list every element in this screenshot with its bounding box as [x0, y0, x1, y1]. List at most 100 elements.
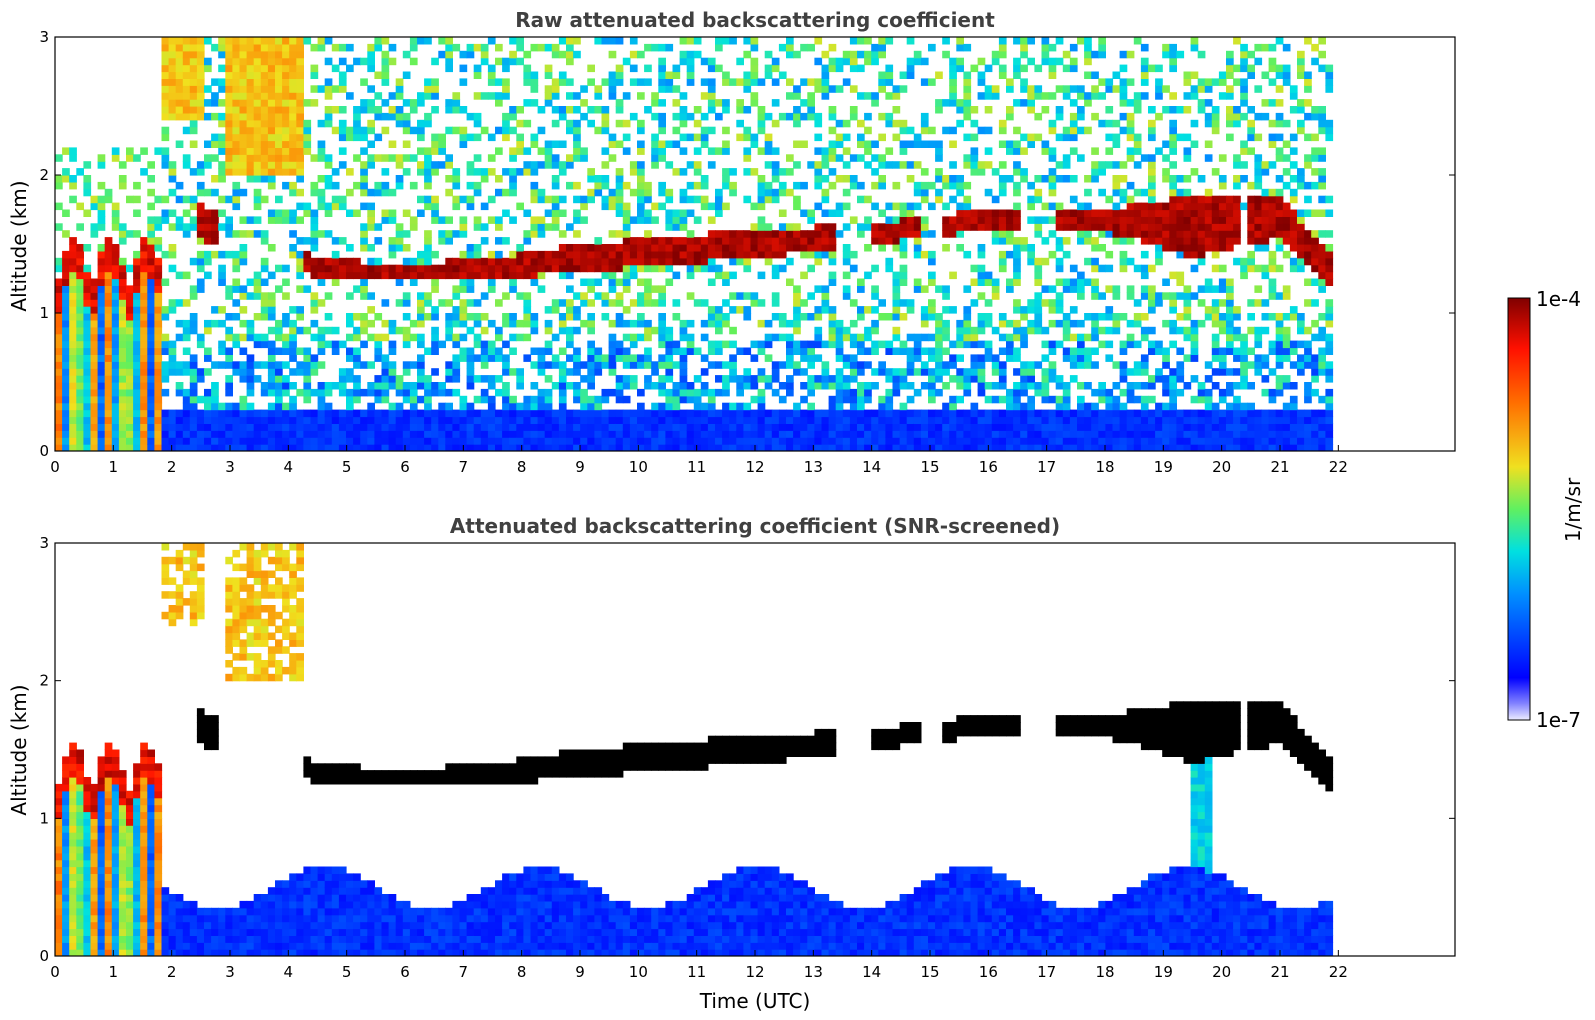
heatmap-cell	[118, 423, 127, 431]
heatmap-cell	[686, 333, 695, 342]
heatmap-cell	[963, 106, 972, 114]
heatmap-cell	[729, 416, 737, 424]
heatmap-cell	[998, 375, 1007, 383]
heatmap-cell	[346, 257, 354, 266]
heatmap-cell	[707, 147, 716, 155]
heatmap-cell	[892, 278, 901, 286]
heatmap-cell	[857, 388, 865, 397]
heatmap-cell	[551, 409, 560, 418]
heatmap-cell	[594, 85, 603, 93]
heatmap-cell	[55, 340, 63, 349]
heatmap-cell	[849, 50, 858, 59]
heatmap-cell	[935, 437, 943, 445]
heatmap-cell	[424, 119, 432, 128]
heatmap-cell	[984, 92, 993, 100]
heatmap-cell	[189, 368, 198, 376]
heatmap-cell	[750, 140, 759, 148]
heatmap-cell	[90, 223, 99, 231]
heatmap-cell	[480, 168, 489, 176]
heatmap-cell	[487, 395, 496, 404]
heatmap-cell	[821, 437, 830, 445]
heatmap-cell	[189, 416, 198, 424]
heatmap-cell	[679, 209, 688, 217]
heatmap-cell	[729, 257, 737, 266]
heatmap-cell	[573, 140, 581, 148]
heatmap-cell	[942, 306, 950, 314]
heatmap-cell	[963, 388, 972, 397]
heatmap-cell	[402, 444, 411, 451]
heatmap-cell	[331, 340, 340, 349]
heatmap-cell	[445, 416, 453, 424]
heatmap-cell	[913, 223, 922, 231]
heatmap-cell	[509, 444, 517, 451]
heatmap-cell	[707, 237, 716, 245]
heatmap-cell	[864, 423, 872, 431]
heatmap-cell	[296, 99, 304, 107]
heatmap-cell	[1055, 340, 1064, 349]
heatmap-cell	[1034, 188, 1043, 197]
heatmap-cell	[424, 250, 432, 259]
heatmap-cell	[239, 154, 248, 162]
heatmap-cell	[814, 223, 823, 231]
heatmap-cell	[736, 430, 744, 438]
heatmap-cell	[97, 326, 106, 335]
heatmap-cell	[1034, 230, 1043, 238]
heatmap-cell	[452, 319, 461, 328]
heatmap-cell	[147, 423, 155, 431]
heatmap-cell	[842, 147, 851, 155]
heatmap-cell	[388, 92, 397, 100]
heatmap-cell	[140, 326, 148, 335]
heatmap-cell	[495, 444, 503, 451]
heatmap-cell	[126, 299, 134, 307]
heatmap-cell	[182, 423, 191, 431]
heatmap-cell	[771, 161, 780, 169]
heatmap-cell	[83, 264, 92, 273]
heatmap-cell	[1119, 313, 1128, 321]
heatmap-cell	[651, 257, 659, 266]
heatmap-cell	[338, 57, 347, 66]
heatmap-cell	[1013, 326, 1021, 335]
heatmap-cell	[970, 409, 979, 418]
heatmap-cell	[722, 402, 730, 411]
heatmap-cell	[998, 175, 1007, 183]
heatmap-cell	[885, 71, 894, 79]
heatmap-cell	[651, 285, 659, 293]
heatmap-cell	[573, 216, 581, 224]
heatmap-cell	[615, 430, 624, 438]
heatmap-cell	[1084, 333, 1092, 342]
heatmap-cell	[551, 333, 560, 342]
heatmap-cell	[1062, 92, 1071, 100]
heatmap-cell	[487, 37, 496, 45]
heatmap-cell	[1091, 416, 1099, 424]
heatmap-cell	[1069, 409, 1078, 418]
heatmap-cell	[69, 278, 77, 286]
heatmap-cell	[963, 326, 972, 335]
heatmap-cell	[473, 133, 482, 142]
heatmap-cell	[246, 382, 255, 390]
heatmap-cell	[842, 202, 851, 211]
heatmap-cell	[928, 409, 936, 418]
heatmap-cell	[459, 64, 468, 73]
heatmap-cell	[246, 319, 255, 328]
heatmap-cell	[743, 437, 752, 445]
heatmap-cell	[608, 154, 617, 162]
heatmap-cell	[821, 92, 830, 100]
heatmap-cell	[949, 340, 957, 349]
heatmap-cell	[537, 402, 546, 411]
heatmap-cell	[750, 354, 759, 362]
heatmap-cell	[1091, 244, 1099, 252]
heatmap-cell	[920, 223, 929, 231]
heatmap-cell	[147, 354, 155, 362]
heatmap-cell	[644, 264, 652, 273]
heatmap-cell	[1062, 313, 1071, 321]
heatmap-cell	[168, 250, 177, 259]
heatmap-cell	[267, 106, 276, 114]
heatmap-cell	[566, 354, 574, 362]
heatmap-cell	[1069, 347, 1078, 355]
heatmap-cell	[196, 85, 205, 93]
heatmap-cell	[998, 140, 1007, 148]
heatmap-cell	[69, 175, 77, 183]
heatmap-cell	[417, 430, 425, 438]
heatmap-cell	[1140, 361, 1149, 369]
heatmap-cell	[1126, 230, 1135, 238]
